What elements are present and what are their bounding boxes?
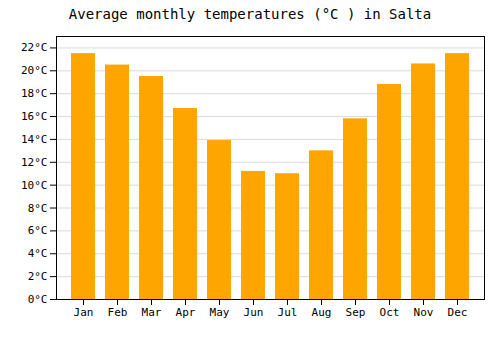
svg-text:22°C: 22°C: [21, 41, 48, 54]
svg-text:Oct: Oct: [380, 306, 400, 319]
svg-text:Jul: Jul: [278, 306, 298, 319]
svg-text:Aug: Aug: [312, 306, 332, 319]
svg-text:Sep: Sep: [346, 306, 366, 319]
svg-text:6°C: 6°C: [28, 224, 48, 237]
svg-text:4°C: 4°C: [28, 247, 48, 260]
svg-text:Mar: Mar: [142, 306, 162, 319]
svg-text:Feb: Feb: [108, 306, 128, 319]
svg-text:10°C: 10°C: [21, 179, 48, 192]
svg-text:Jun: Jun: [244, 306, 264, 319]
html-text:Average monthly temperatures (: Average monthly temperatures (°C ) in Sa…: [68, 6, 432, 22]
svg-text:Nov: Nov: [414, 306, 434, 319]
svg-text:Jan: Jan: [74, 306, 94, 319]
svg-text:Dec: Dec: [448, 306, 468, 319]
svg-text:14°C: 14°C: [21, 133, 48, 146]
svg-text:8°C: 8°C: [28, 202, 48, 215]
svg-text:Apr: Apr: [176, 306, 196, 319]
svg-text:0°C: 0°C: [28, 293, 48, 306]
svg-text:20°C: 20°C: [21, 64, 48, 77]
svg-text:2°C: 2°C: [28, 270, 48, 283]
svg-text:12°C: 12°C: [21, 156, 48, 169]
svg-text:16°C: 16°C: [21, 110, 48, 123]
svg-text:May: May: [210, 306, 230, 319]
svg-text:18°C: 18°C: [21, 87, 48, 100]
